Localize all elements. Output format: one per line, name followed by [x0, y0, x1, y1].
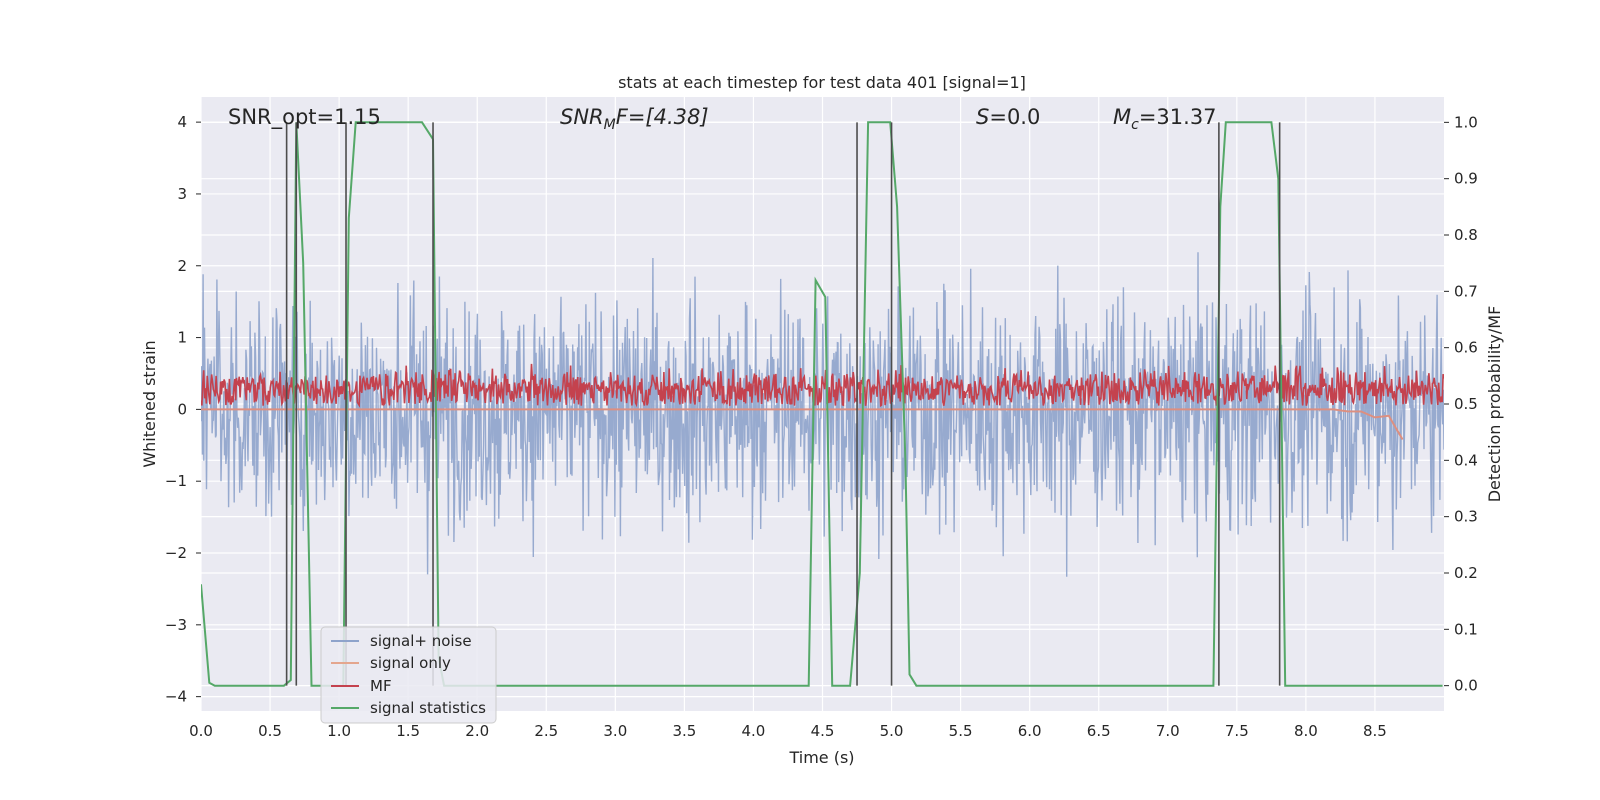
x-tick-label: 8.0: [1294, 722, 1318, 740]
legend-label-signal-noise: signal+ noise: [370, 632, 472, 650]
y-tick-label-right: 0.0: [1454, 677, 1478, 695]
x-tick-label: 5.0: [880, 722, 904, 740]
x-tick-label: 7.5: [1225, 722, 1249, 740]
series-layer: [201, 121, 1444, 687]
y-tick-label-right: 0.1: [1454, 620, 1478, 638]
x-tick-label: 4.5: [811, 722, 835, 740]
legend-box: [320, 626, 497, 724]
x-tick-label: 6.5: [1087, 722, 1111, 740]
y-tick-label-left: −3: [165, 616, 187, 634]
y-tick-label-right: 0.7: [1454, 282, 1478, 300]
y-tick-label-right: 0.6: [1454, 339, 1478, 357]
x-tick-label: 1.5: [396, 722, 420, 740]
y-axis-label-right: Detection probability/MF: [1485, 306, 1504, 503]
x-tick-label: 0.5: [258, 722, 282, 740]
x-tick-label: 6.0: [1018, 722, 1042, 740]
series-signal-statistics: [201, 121, 1443, 687]
y-tick-label-left: 4: [177, 113, 187, 131]
annotation-s-rest: =0.0: [989, 105, 1040, 129]
legend-label-signal-statistics: signal statistics: [370, 699, 486, 717]
x-tick-label: 3.0: [603, 722, 627, 740]
y-tick-label-left: 3: [177, 185, 187, 203]
series-signal-only: [201, 408, 1404, 441]
y-tick-label-right: 0.3: [1454, 508, 1478, 526]
y-tick-label-right: 0.4: [1454, 451, 1478, 469]
vertical-markers: [285, 122, 1281, 686]
x-tick-label: 7.0: [1156, 722, 1180, 740]
annotation-mc: Mc=31.37: [1113, 105, 1217, 133]
annotation-s-main: S: [976, 105, 989, 129]
x-tick-label: 0.0: [189, 722, 213, 740]
x-tick-label: 2.5: [534, 722, 558, 740]
x-tick-label: 1.0: [327, 722, 351, 740]
x-tick-label: 3.5: [672, 722, 696, 740]
annotation-s: S=0.0: [976, 105, 1040, 129]
y-tick-label-right: 0.8: [1454, 226, 1478, 244]
annotation-snr-mf-rest: F=[4.38]: [616, 105, 709, 129]
y-tick-label-left: 1: [177, 329, 187, 347]
x-tick-label: 4.0: [742, 722, 766, 740]
y-tick-label-left: −2: [165, 544, 187, 562]
legend: signal+ noise signal only MF signal stat…: [320, 626, 497, 724]
annotation-snr-mf-main: SNR: [560, 105, 604, 129]
annotation-snr-mf: SNRMF=[4.38]: [560, 105, 709, 133]
annotation-mc-sub: c: [1131, 117, 1139, 133]
annotation-snr-opt: SNR_opt=1.15: [228, 105, 381, 130]
y-tick-label-right: 1.0: [1454, 113, 1478, 131]
legend-label-mf: MF: [370, 677, 392, 695]
y-tick-label-right: 0.2: [1454, 564, 1478, 582]
x-axis-label: Time (s): [788, 748, 854, 767]
tick-labels: 0.0 0.5 1.0 1.5 2.0 2.5 3.0 3.5 4.0 4.5 5.0 5.5 6.0 6…: [165, 113, 1478, 740]
annotation-snr-mf-sub: M: [604, 117, 616, 133]
y-axis-label-left: Whitened strain: [140, 340, 159, 467]
y-tick-label-right: 0.5: [1454, 395, 1478, 413]
chart-title: stats at each timestep for test data 401…: [618, 73, 1026, 92]
annotation-mc-main: M: [1113, 105, 1131, 129]
y-tick-label-left: 2: [177, 257, 187, 275]
x-tick-label: 8.5: [1363, 722, 1387, 740]
y-tick-label-left: −4: [165, 688, 187, 706]
y-tick-label-left: −1: [165, 472, 187, 490]
series-signal-noise: [201, 252, 1444, 577]
y-tick-label-left: 0: [177, 400, 187, 418]
y-tick-label-right: 0.9: [1454, 170, 1478, 188]
series-mf: [201, 363, 1444, 408]
annotation-mc-rest: =31.37: [1139, 105, 1217, 129]
x-tick-label: 2.0: [465, 722, 489, 740]
x-tick-label: 5.5: [949, 722, 973, 740]
legend-label-signal-only: signal only: [370, 654, 451, 672]
